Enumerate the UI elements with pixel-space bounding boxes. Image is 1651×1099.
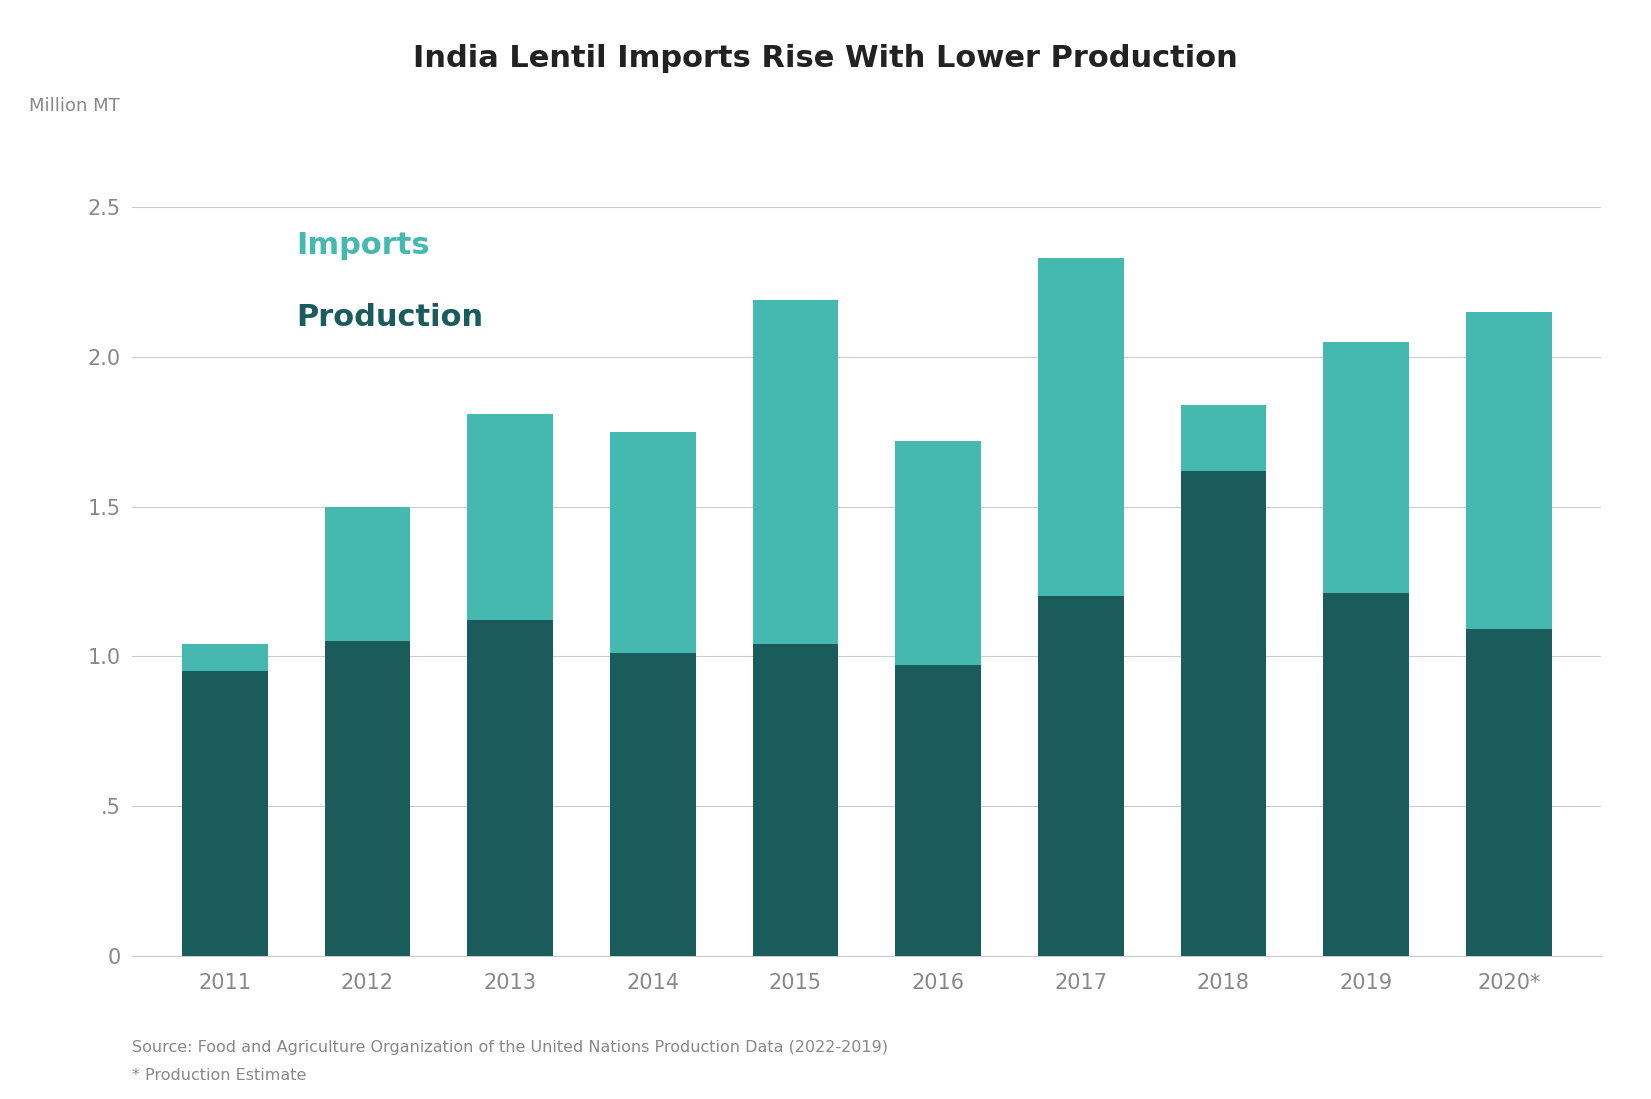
Text: * Production Estimate: * Production Estimate <box>132 1067 307 1083</box>
Text: Source: Food and Agriculture Organization of the United Nations Production Data : Source: Food and Agriculture Organizatio… <box>132 1040 888 1055</box>
Bar <box>1466 630 1552 956</box>
Bar <box>325 642 409 956</box>
Text: Production: Production <box>296 302 484 332</box>
Bar <box>1180 470 1266 956</box>
Bar <box>609 432 695 654</box>
Bar <box>1324 593 1408 956</box>
Bar <box>325 507 409 642</box>
Bar <box>1466 312 1552 630</box>
Text: Imports: Imports <box>296 231 429 259</box>
Bar <box>467 621 553 956</box>
Bar <box>895 665 981 956</box>
Bar <box>1038 258 1124 597</box>
Bar <box>182 644 267 671</box>
Bar <box>609 654 695 956</box>
Text: India Lentil Imports Rise With Lower Production: India Lentil Imports Rise With Lower Pro… <box>413 44 1238 73</box>
Bar <box>1324 342 1408 593</box>
Bar <box>895 441 981 665</box>
Bar <box>467 413 553 621</box>
Bar <box>753 300 839 644</box>
Bar <box>1038 597 1124 956</box>
Bar <box>182 671 267 956</box>
Bar <box>1180 404 1266 470</box>
Text: Million MT: Million MT <box>30 98 121 115</box>
Bar <box>753 644 839 956</box>
